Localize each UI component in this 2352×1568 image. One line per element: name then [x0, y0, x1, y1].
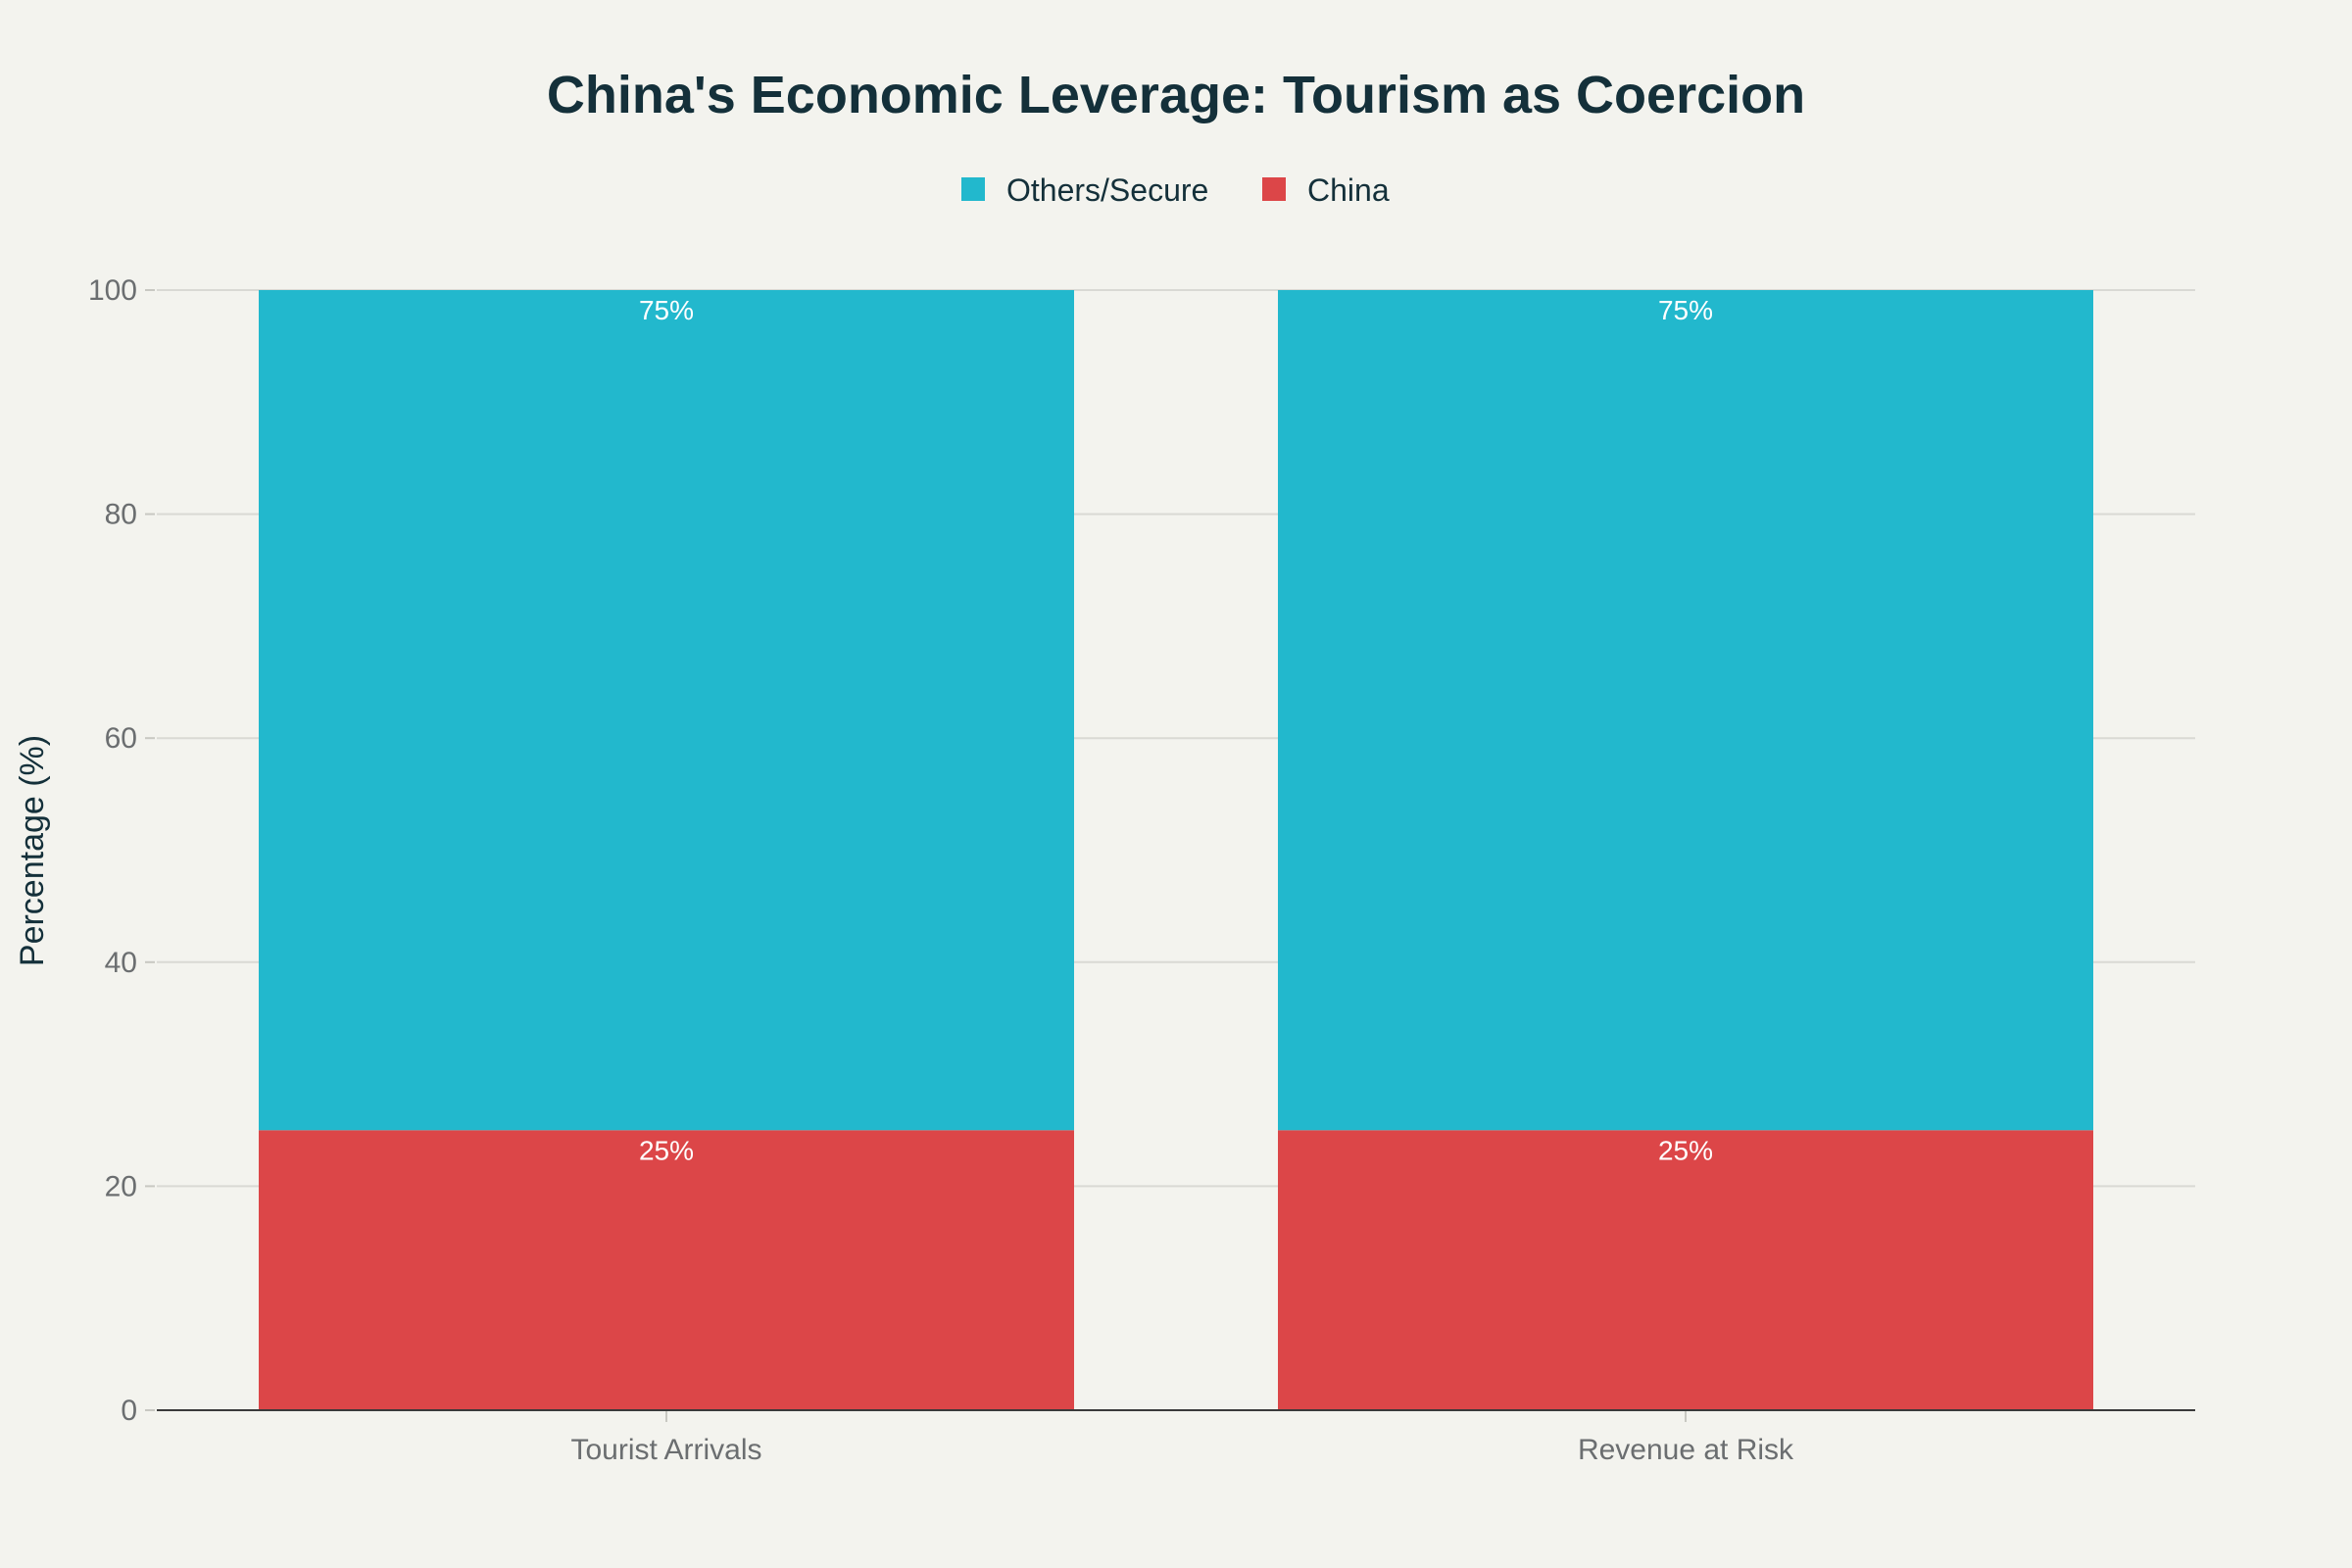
legend-label-china: China: [1307, 172, 1390, 208]
legend-swatch-china: [1262, 177, 1286, 201]
bar-others-secure-2: [1278, 290, 2093, 1131]
bar-china-1: [259, 1130, 1074, 1410]
bars: [259, 290, 2093, 1410]
data-labels: 25% 75% 25% 75%: [639, 295, 1713, 1165]
chart-title: China's Economic Leverage: Tourism as Co…: [547, 66, 1805, 124]
y-tick-label-80: 80: [105, 499, 137, 531]
x-tick-label-1: Tourist Arrivals: [570, 1434, 761, 1466]
legend-item-others-secure[interactable]: Others/Secure: [961, 172, 1208, 208]
y-tick-label-20: 20: [105, 1170, 137, 1202]
y-axis-label: Percentage (%): [14, 735, 51, 966]
y-tick-label-60: 60: [105, 722, 137, 755]
legend[interactable]: Others/Secure China: [961, 172, 1390, 208]
legend-swatch-others-secure: [961, 177, 985, 201]
data-label-china-1: 25%: [639, 1135, 694, 1165]
x-tick-label-2: Revenue at Risk: [1578, 1434, 1794, 1466]
data-label-china-2: 25%: [1658, 1135, 1713, 1165]
y-tick-label-100: 100: [88, 274, 137, 307]
legend-label-others-secure: Others/Secure: [1006, 172, 1208, 208]
y-tick-label-40: 40: [105, 947, 137, 979]
data-label-others-secure-2: 75%: [1658, 295, 1713, 325]
bar-china-2: [1278, 1130, 2093, 1410]
bar-others-secure-1: [259, 290, 1074, 1131]
y-tick-label-0: 0: [121, 1395, 137, 1427]
x-axis: Tourist Arrivals Revenue at Risk: [157, 1409, 2195, 1466]
legend-item-china[interactable]: China: [1262, 172, 1390, 208]
data-label-others-secure-1: 75%: [639, 295, 694, 325]
y-axis: 0 20 40 60 80 100: [88, 274, 155, 1427]
